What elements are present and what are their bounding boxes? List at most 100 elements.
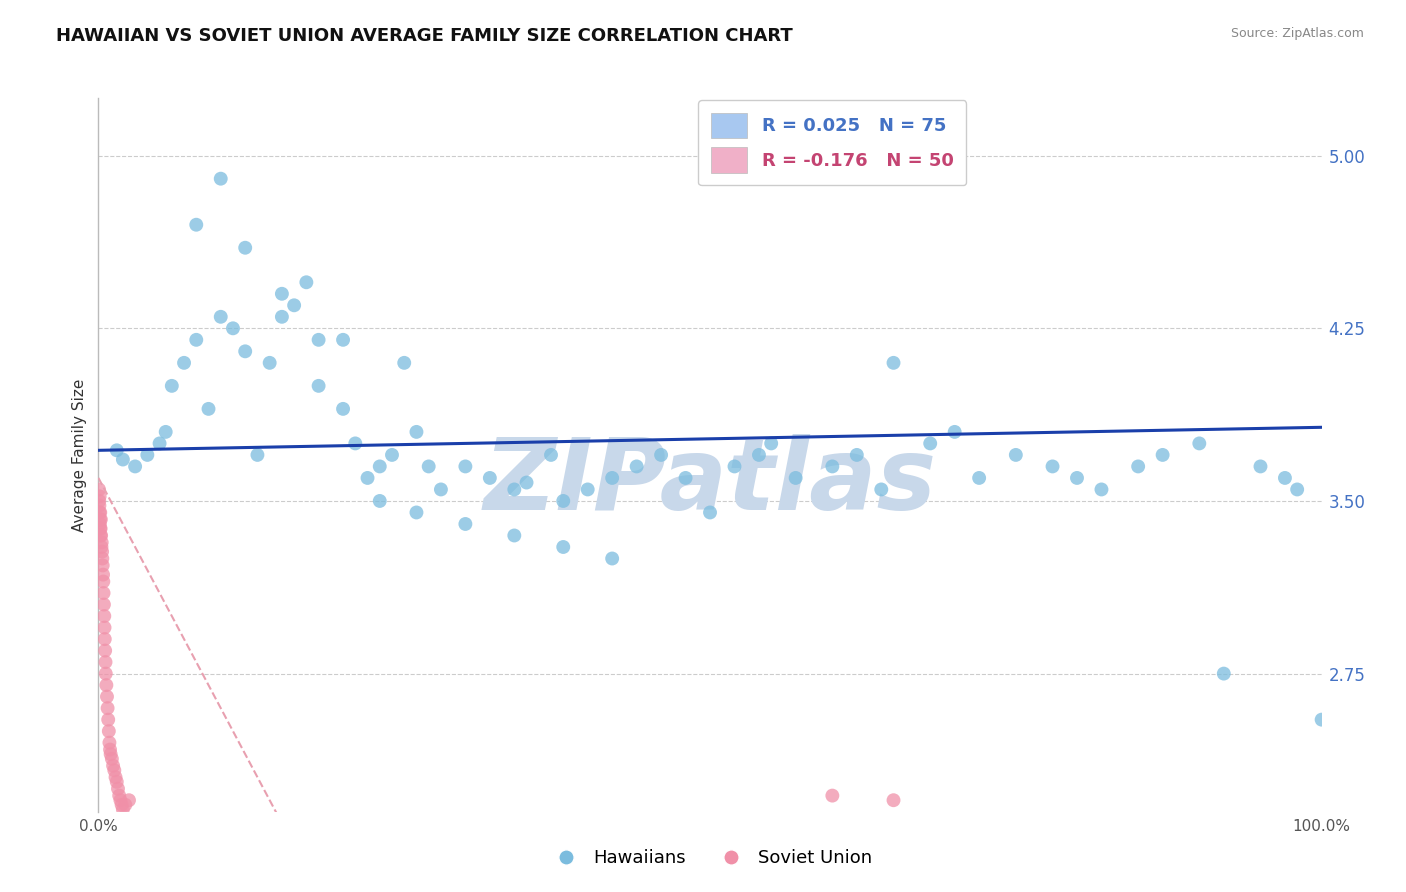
Legend: Hawaiians, Soviet Union: Hawaiians, Soviet Union — [541, 842, 879, 874]
Point — [1090, 483, 1112, 497]
Point — [97, 701, 120, 715]
Point — [883, 356, 905, 370]
Point — [699, 506, 721, 520]
Point — [1128, 459, 1150, 474]
Point — [98, 736, 121, 750]
Point — [101, 758, 124, 772]
Point — [1004, 448, 1026, 462]
Point — [89, 512, 111, 526]
Point — [90, 535, 112, 549]
Point — [91, 574, 114, 589]
Point — [91, 544, 114, 558]
Point — [1310, 713, 1333, 727]
Point — [111, 452, 134, 467]
Point — [553, 494, 575, 508]
Point — [98, 742, 121, 756]
Point — [209, 171, 232, 186]
Point — [761, 436, 783, 450]
Point — [101, 752, 124, 766]
Point — [821, 459, 844, 474]
Point — [259, 356, 281, 370]
Point — [600, 471, 623, 485]
Point — [89, 528, 111, 542]
Point — [785, 471, 807, 485]
Point — [1042, 459, 1064, 474]
Point — [356, 471, 378, 485]
Point — [89, 506, 111, 520]
Point — [381, 448, 404, 462]
Point — [209, 310, 232, 324]
Point — [870, 483, 893, 497]
Point — [308, 379, 330, 393]
Point — [87, 483, 110, 497]
Point — [295, 275, 318, 289]
Point — [454, 516, 477, 531]
Point — [723, 459, 745, 474]
Point — [118, 793, 141, 807]
Point — [454, 459, 477, 474]
Point — [883, 793, 905, 807]
Point — [405, 425, 427, 439]
Point — [107, 781, 129, 796]
Point — [233, 241, 256, 255]
Point — [96, 690, 118, 704]
Point — [233, 344, 256, 359]
Point — [553, 540, 575, 554]
Point — [94, 643, 117, 657]
Point — [93, 609, 115, 624]
Point — [105, 774, 128, 789]
Point — [332, 401, 354, 416]
Point — [503, 528, 526, 542]
Point — [110, 793, 132, 807]
Point — [920, 436, 942, 450]
Point — [89, 506, 111, 520]
Point — [89, 489, 111, 503]
Point — [100, 747, 122, 761]
Point — [103, 764, 125, 778]
Point — [114, 797, 136, 812]
Point — [1152, 448, 1174, 462]
Point — [91, 551, 114, 566]
Point — [160, 379, 183, 393]
Point — [478, 471, 501, 485]
Point — [89, 499, 111, 513]
Point — [94, 632, 117, 646]
Point — [270, 310, 294, 324]
Point — [600, 551, 623, 566]
Point — [105, 443, 128, 458]
Point — [89, 516, 111, 531]
Point — [104, 770, 127, 784]
Point — [90, 540, 112, 554]
Point — [821, 789, 844, 803]
Point — [748, 448, 770, 462]
Point — [368, 459, 391, 474]
Point — [540, 448, 562, 462]
Point — [94, 655, 117, 669]
Point — [1212, 666, 1234, 681]
Point — [93, 586, 115, 600]
Point — [283, 298, 305, 312]
Point — [405, 506, 427, 520]
Point — [89, 522, 111, 536]
Text: Source: ZipAtlas.com: Source: ZipAtlas.com — [1230, 27, 1364, 40]
Point — [94, 666, 117, 681]
Y-axis label: Average Family Size: Average Family Size — [72, 378, 87, 532]
Point — [675, 471, 697, 485]
Point — [1188, 436, 1211, 450]
Point — [90, 522, 112, 536]
Point — [222, 321, 245, 335]
Point — [93, 621, 115, 635]
Point — [967, 471, 990, 485]
Point — [1286, 483, 1309, 497]
Point — [93, 598, 115, 612]
Point — [97, 713, 120, 727]
Point — [576, 483, 599, 497]
Point — [173, 356, 195, 370]
Point — [845, 448, 868, 462]
Point — [90, 528, 112, 542]
Point — [89, 494, 111, 508]
Point — [186, 218, 208, 232]
Point — [1250, 459, 1272, 474]
Point — [197, 401, 219, 416]
Point — [246, 448, 269, 462]
